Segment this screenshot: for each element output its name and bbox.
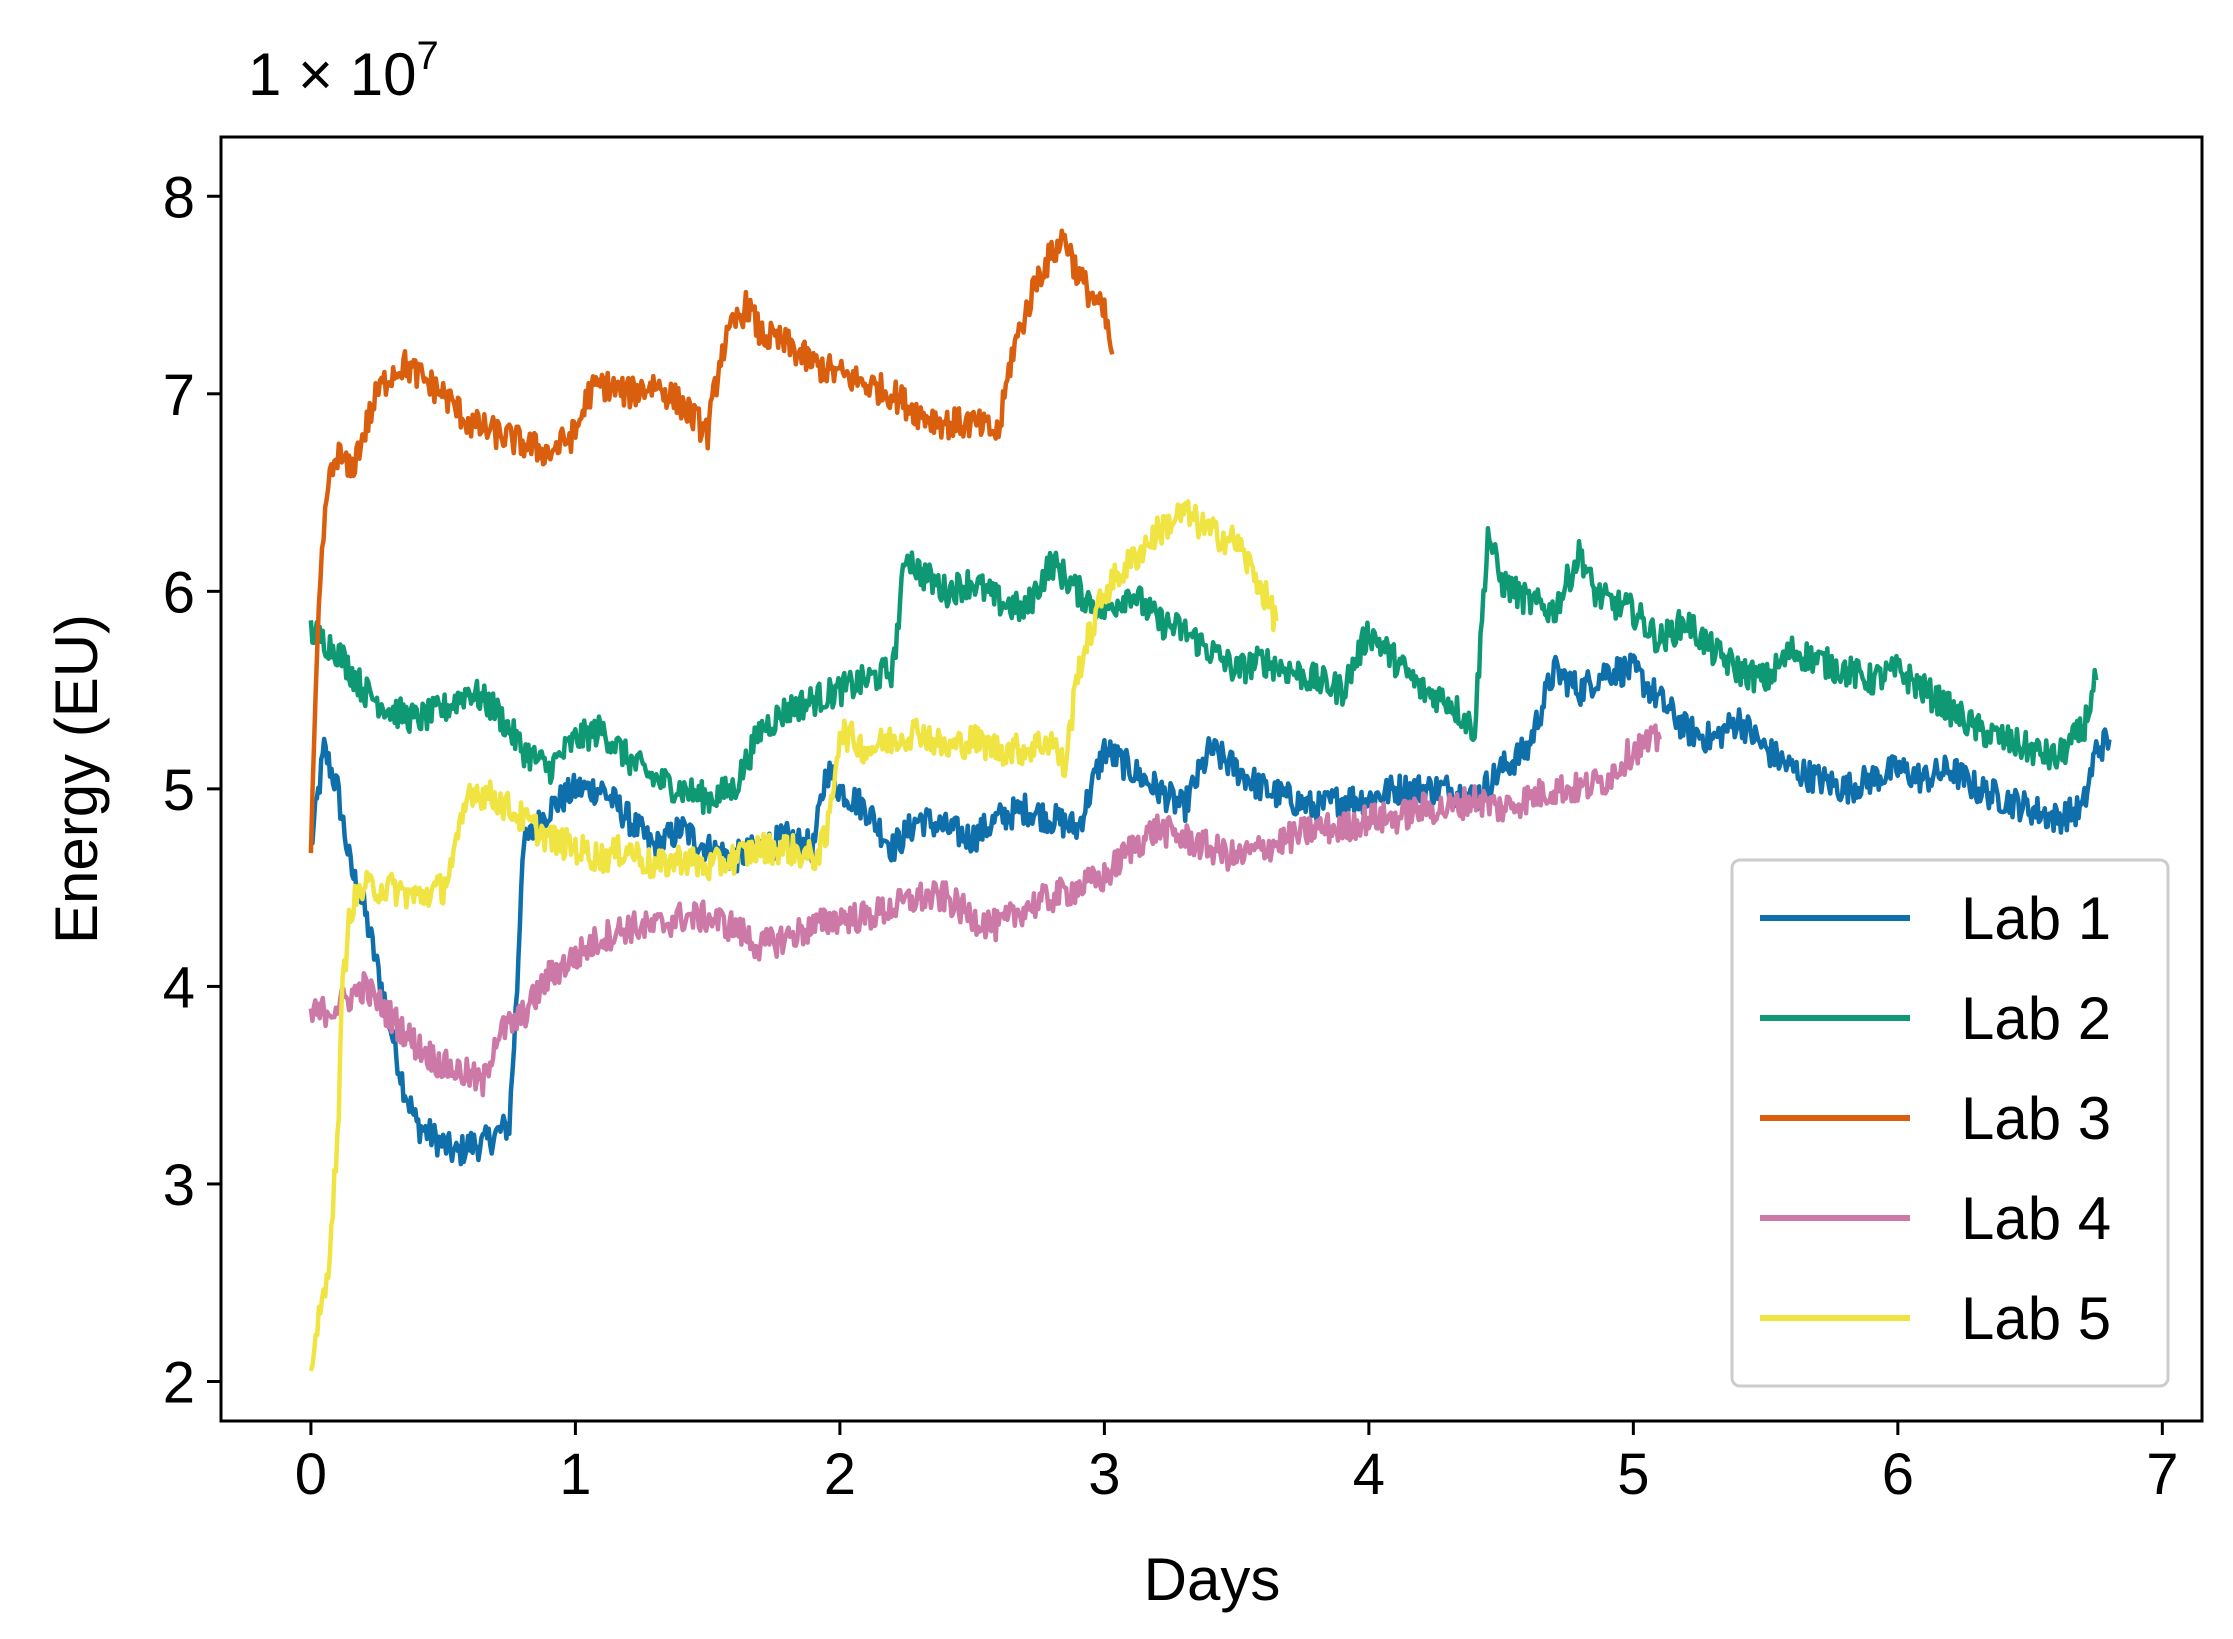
offset-label-base: 1 × 10 bbox=[248, 41, 417, 108]
legend-label-5: Lab 5 bbox=[1961, 1285, 2111, 1352]
y-tick-label: 2 bbox=[163, 1350, 195, 1415]
offset-label: 1 × 107 bbox=[248, 34, 439, 108]
x-tick-label: 4 bbox=[1353, 1442, 1385, 1507]
x-tick-label: 0 bbox=[295, 1442, 327, 1507]
legend-label-3: Lab 3 bbox=[1961, 1085, 2111, 1152]
y-tick-label: 7 bbox=[163, 363, 195, 428]
x-tick-label: 1 bbox=[559, 1442, 591, 1507]
series-line-5 bbox=[308, 499, 1279, 1372]
y-tick-label: 4 bbox=[163, 955, 195, 1020]
legend-label-2: Lab 2 bbox=[1961, 985, 2111, 1052]
series-line-2 bbox=[308, 526, 2099, 815]
y-tick-label: 8 bbox=[163, 165, 195, 230]
y-tick-label: 6 bbox=[163, 560, 195, 625]
series-layer bbox=[308, 228, 2112, 1372]
x-tick-label: 2 bbox=[824, 1442, 856, 1507]
legend-label-4: Lab 4 bbox=[1961, 1185, 2111, 1252]
series-line-1 bbox=[310, 652, 2112, 1167]
plot-frame bbox=[219, 135, 2204, 1423]
x-tick-label: 7 bbox=[2146, 1442, 2178, 1507]
y-tick-label: 3 bbox=[163, 1153, 195, 1218]
axes-layer: 0 1 2 3 4 5 6 7 2 3 4 5 6 7 8 bbox=[163, 135, 2204, 1507]
series-line-4 bbox=[308, 723, 1662, 1098]
offset-label-exponent: 7 bbox=[417, 34, 439, 78]
x-tick-label: 6 bbox=[1882, 1442, 1914, 1507]
y-axis-label: Energy (EU) bbox=[43, 614, 110, 944]
x-axis-label: Days bbox=[1144, 1546, 1281, 1613]
x-tick-label: 5 bbox=[1617, 1442, 1649, 1507]
y-tick-label: 5 bbox=[163, 758, 195, 823]
x-tick-label: 3 bbox=[1088, 1442, 1120, 1507]
legend: Lab 1 Lab 2 Lab 3 Lab 4 Lab 5 bbox=[1730, 858, 2170, 1388]
legend-label-1: Lab 1 bbox=[1961, 885, 2111, 952]
series-line-3 bbox=[308, 228, 1115, 854]
